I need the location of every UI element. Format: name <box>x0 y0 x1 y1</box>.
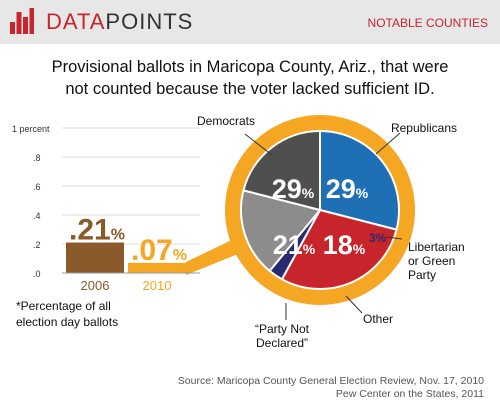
bar-value-label: .21% <box>69 214 125 247</box>
pie-value-label: 3% <box>369 231 387 245</box>
footnote-line-2: election day ballots <box>16 315 119 329</box>
pie-value-label: 29% <box>272 174 315 204</box>
slice-label-other: Other <box>363 312 393 326</box>
pie-slice <box>319 129 400 231</box>
bar-2010 <box>128 262 186 273</box>
pie-slice <box>240 189 322 273</box>
leader-line <box>244 133 273 156</box>
bar-2006 <box>66 242 124 273</box>
footnote-line-1: *Percentage of all <box>16 299 111 313</box>
y-tick-label: 1 percent <box>12 124 50 134</box>
x-tick-label: 2006 <box>81 278 110 293</box>
chart-title: Provisional ballots in Maricopa County, … <box>0 56 500 100</box>
connector-band <box>186 237 238 275</box>
slice-label-party-not-declared: “Party Not <box>255 322 310 336</box>
bar-value-label: .07% <box>131 234 187 267</box>
y-tick-label: .0 <box>33 269 41 279</box>
slice-label-democrats: Democrats <box>197 114 255 128</box>
chart-title-line-2: not counted because the voter lacked suf… <box>65 80 435 98</box>
brand-part-2: POINTS <box>105 9 194 34</box>
y-tick-label: .6 <box>33 182 41 192</box>
pie-slice <box>280 208 398 290</box>
source-line-1: Source: Maricopa County General Election… <box>177 375 484 387</box>
footnote: *Percentage of all election day ballots <box>16 298 118 330</box>
y-tick-label: .8 <box>33 153 41 163</box>
pie-value-label: 21% <box>273 230 316 260</box>
source-note: Source: Maricopa County General Election… <box>178 375 484 401</box>
bar-chart-logo-icon <box>10 8 34 34</box>
chart-title-line-1: Provisional ballots in Maricopa County, … <box>51 58 449 76</box>
y-tick-label: .4 <box>33 211 41 221</box>
section-label: NOTABLE COUNTIES <box>367 16 488 30</box>
brand-name: DATAPOINTS <box>46 9 193 35</box>
leader-line <box>375 132 401 155</box>
header-bar: DATAPOINTS NOTABLE COUNTIES <box>0 0 500 44</box>
leader-line <box>345 295 363 314</box>
pie-value-label: 29% <box>326 174 369 204</box>
brand-part-1: DATA <box>46 9 106 34</box>
pie-value-label: 18% <box>323 230 366 260</box>
pie-slice <box>242 129 321 212</box>
slice-label-libertarian-green: Libertarian <box>408 240 465 254</box>
slice-label-republicans: Republicans <box>391 121 457 135</box>
slice-label-libertarian-green: or Green <box>408 254 455 268</box>
slice-label-libertarian-green: Party <box>408 268 436 282</box>
leader-line <box>385 236 403 240</box>
source-line-2: Pew Center on the States, 2011 <box>335 388 484 400</box>
x-tick-label: 2010 <box>143 278 172 293</box>
y-tick-label: .2 <box>33 240 41 250</box>
slice-label-party-not-declared: Declared” <box>256 336 308 350</box>
